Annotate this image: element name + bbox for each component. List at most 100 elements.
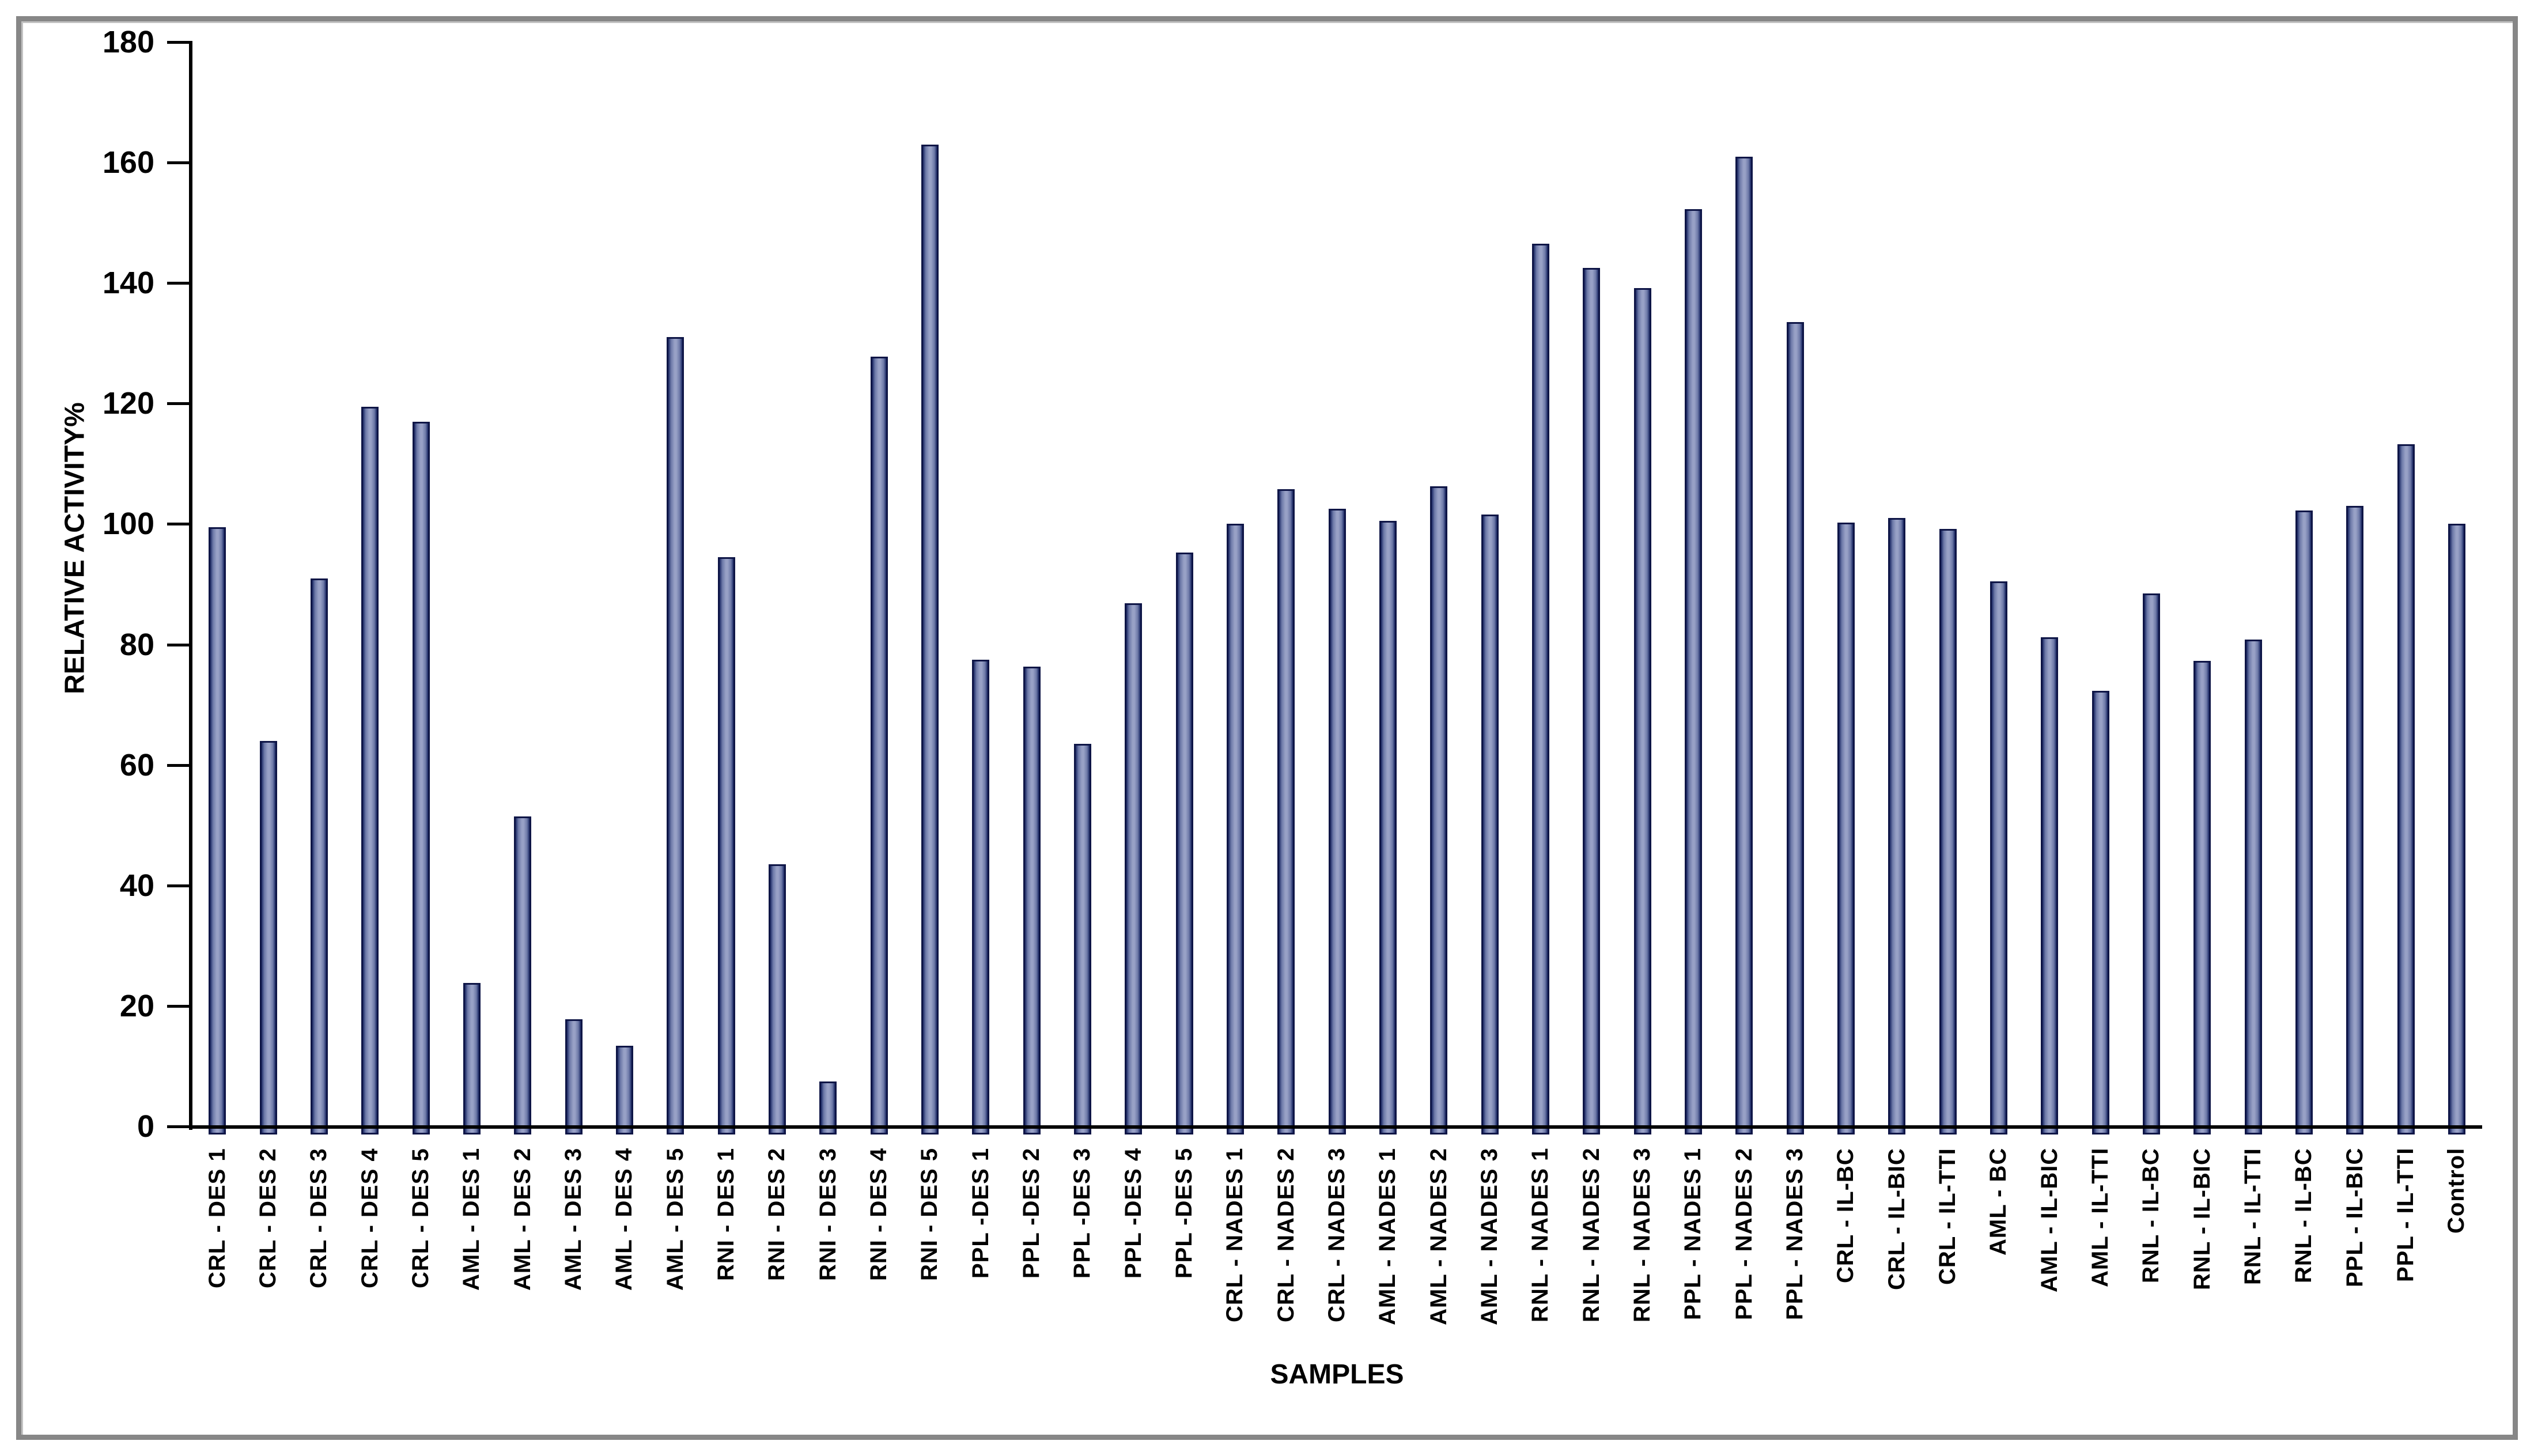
bar bbox=[1226, 524, 1244, 1134]
x-category-label: Control bbox=[2444, 1148, 2469, 1234]
x-category-slot: CRL - IL-BIC bbox=[1871, 1148, 1922, 1413]
bar bbox=[2448, 524, 2465, 1134]
bar bbox=[412, 421, 430, 1134]
x-axis-title: SAMPLES bbox=[1270, 1359, 1404, 1390]
bar bbox=[259, 740, 277, 1134]
bar bbox=[2142, 593, 2160, 1134]
x-category-label: RNI - DES 1 bbox=[713, 1148, 739, 1281]
y-tick-label: 20 bbox=[119, 988, 154, 1023]
x-category-label: AML - IL-TTI bbox=[2087, 1148, 2113, 1288]
y-tick-mark bbox=[167, 1125, 189, 1128]
x-category-label: AML - DES 5 bbox=[662, 1148, 688, 1291]
x-category-label: PPL - IL-TTI bbox=[2392, 1148, 2418, 1283]
y-tick-mark bbox=[167, 402, 189, 406]
x-category-label: AML - IL-BIC bbox=[2036, 1148, 2062, 1293]
y-tick-mark bbox=[167, 763, 189, 767]
x-category-slot: RNL - NADES 3 bbox=[1617, 1148, 1667, 1413]
x-category-slot: PPL - NADES 1 bbox=[1668, 1148, 1719, 1413]
bar bbox=[1990, 581, 2007, 1134]
bar bbox=[1175, 552, 1193, 1134]
x-category-slot: RNI - DES 4 bbox=[853, 1148, 904, 1413]
bar bbox=[768, 864, 786, 1134]
y-axis-title: RELATIVE ACTIVITY% bbox=[59, 402, 90, 694]
x-category-slot: CRL - DES 5 bbox=[395, 1148, 446, 1413]
bar bbox=[1786, 322, 1804, 1134]
bar bbox=[1633, 288, 1651, 1134]
x-category-label: CRL - IL-BIC bbox=[1884, 1148, 1909, 1290]
bar bbox=[310, 578, 328, 1134]
bar bbox=[972, 659, 990, 1134]
x-category-label: CRL - DES 5 bbox=[407, 1148, 433, 1288]
bar bbox=[1684, 209, 1702, 1134]
x-category-label: AML - DES 1 bbox=[459, 1148, 485, 1291]
y-tick-label: 100 bbox=[102, 506, 154, 542]
bar bbox=[1430, 486, 1448, 1134]
y-tick-mark bbox=[167, 884, 189, 887]
x-category-label: RNI - DES 5 bbox=[917, 1148, 943, 1281]
bar bbox=[463, 983, 481, 1134]
y-tick-mark bbox=[167, 523, 189, 526]
bar bbox=[615, 1045, 633, 1134]
x-category-slot: RNL - IL-BC bbox=[2279, 1148, 2329, 1413]
x-category-label: PPL - NADES 3 bbox=[1782, 1148, 1807, 1320]
bar bbox=[1531, 244, 1549, 1134]
bar bbox=[667, 337, 684, 1134]
x-category-label: PPL -DES 1 bbox=[967, 1148, 993, 1279]
bar bbox=[2092, 691, 2109, 1134]
bar bbox=[1939, 528, 1957, 1134]
x-category-slot: Control bbox=[2431, 1148, 2482, 1413]
x-category-label: CRL - IL-BC bbox=[1833, 1148, 1859, 1283]
y-tick-label: 180 bbox=[102, 25, 154, 59]
y-tick-mark bbox=[167, 161, 189, 165]
x-category-label: PPL - NADES 1 bbox=[1680, 1148, 1706, 1320]
bar bbox=[2397, 444, 2415, 1134]
x-category-slot: PPL - IL-TTI bbox=[2380, 1148, 2431, 1413]
bar bbox=[2244, 640, 2262, 1134]
x-category-slot: PPL - NADES 2 bbox=[1719, 1148, 1769, 1413]
x-category-slot: PPL - NADES 3 bbox=[1769, 1148, 1820, 1413]
bar bbox=[1277, 489, 1295, 1134]
x-category-slot: AML - IL-BIC bbox=[2024, 1148, 2075, 1413]
bar bbox=[1837, 523, 1855, 1134]
x-category-label: RNI - DES 4 bbox=[865, 1148, 891, 1281]
y-tick-mark bbox=[167, 643, 189, 646]
x-category-slot: CRL - DES 2 bbox=[243, 1148, 293, 1413]
x-category-label: CRL - IL-TTI bbox=[1934, 1148, 1960, 1285]
x-category-label: PPL -DES 4 bbox=[1120, 1148, 1146, 1279]
bar bbox=[1125, 603, 1143, 1134]
x-category-slot: RNI - DES 2 bbox=[752, 1148, 803, 1413]
x-category-slot: RNL - NADES 1 bbox=[1515, 1148, 1566, 1413]
x-category-label: RNL - IL-BIC bbox=[2189, 1148, 2215, 1290]
x-category-label: RNL - NADES 1 bbox=[1527, 1148, 1553, 1323]
x-category-label: AML - BC bbox=[1985, 1148, 2011, 1256]
x-category-label: RNL - IL-BC bbox=[2138, 1148, 2164, 1283]
x-category-slot: CRL - DES 1 bbox=[192, 1148, 243, 1413]
y-tick-label: 140 bbox=[102, 266, 154, 301]
x-category-slot: AML - DES 2 bbox=[497, 1148, 548, 1413]
x-category-slot: RNL - IL-TTI bbox=[2227, 1148, 2278, 1413]
bar bbox=[2346, 506, 2364, 1134]
x-category-slot: PPL -DES 1 bbox=[955, 1148, 1006, 1413]
x-category-label: RNL - NADES 3 bbox=[1629, 1148, 1655, 1323]
y-tick-mark bbox=[167, 41, 189, 44]
bar bbox=[2295, 510, 2313, 1134]
x-category-slot: CRL - IL-BC bbox=[1821, 1148, 1871, 1413]
bar bbox=[1073, 744, 1091, 1134]
x-category-label: AML - DES 2 bbox=[509, 1148, 535, 1291]
bar bbox=[2193, 660, 2211, 1134]
x-category-slot: RNL - NADES 2 bbox=[1566, 1148, 1617, 1413]
x-category-label: AML - DES 3 bbox=[560, 1148, 586, 1291]
x-category-slot: PPL -DES 4 bbox=[1108, 1148, 1159, 1413]
y-tick-label: 0 bbox=[137, 1109, 154, 1144]
x-category-slot: PPL -DES 2 bbox=[1006, 1148, 1057, 1413]
x-category-label: AML - DES 4 bbox=[611, 1148, 637, 1291]
bar bbox=[1735, 156, 1753, 1134]
x-category-label: RNL - NADES 2 bbox=[1578, 1148, 1604, 1323]
x-category-label: PPL -DES 2 bbox=[1018, 1148, 1044, 1279]
y-tick-label: 160 bbox=[102, 145, 154, 180]
x-category-label: RNI - DES 2 bbox=[764, 1148, 790, 1281]
x-category-label: PPL -DES 3 bbox=[1069, 1148, 1095, 1279]
y-tick-label: 60 bbox=[119, 747, 154, 782]
bar bbox=[514, 816, 532, 1134]
